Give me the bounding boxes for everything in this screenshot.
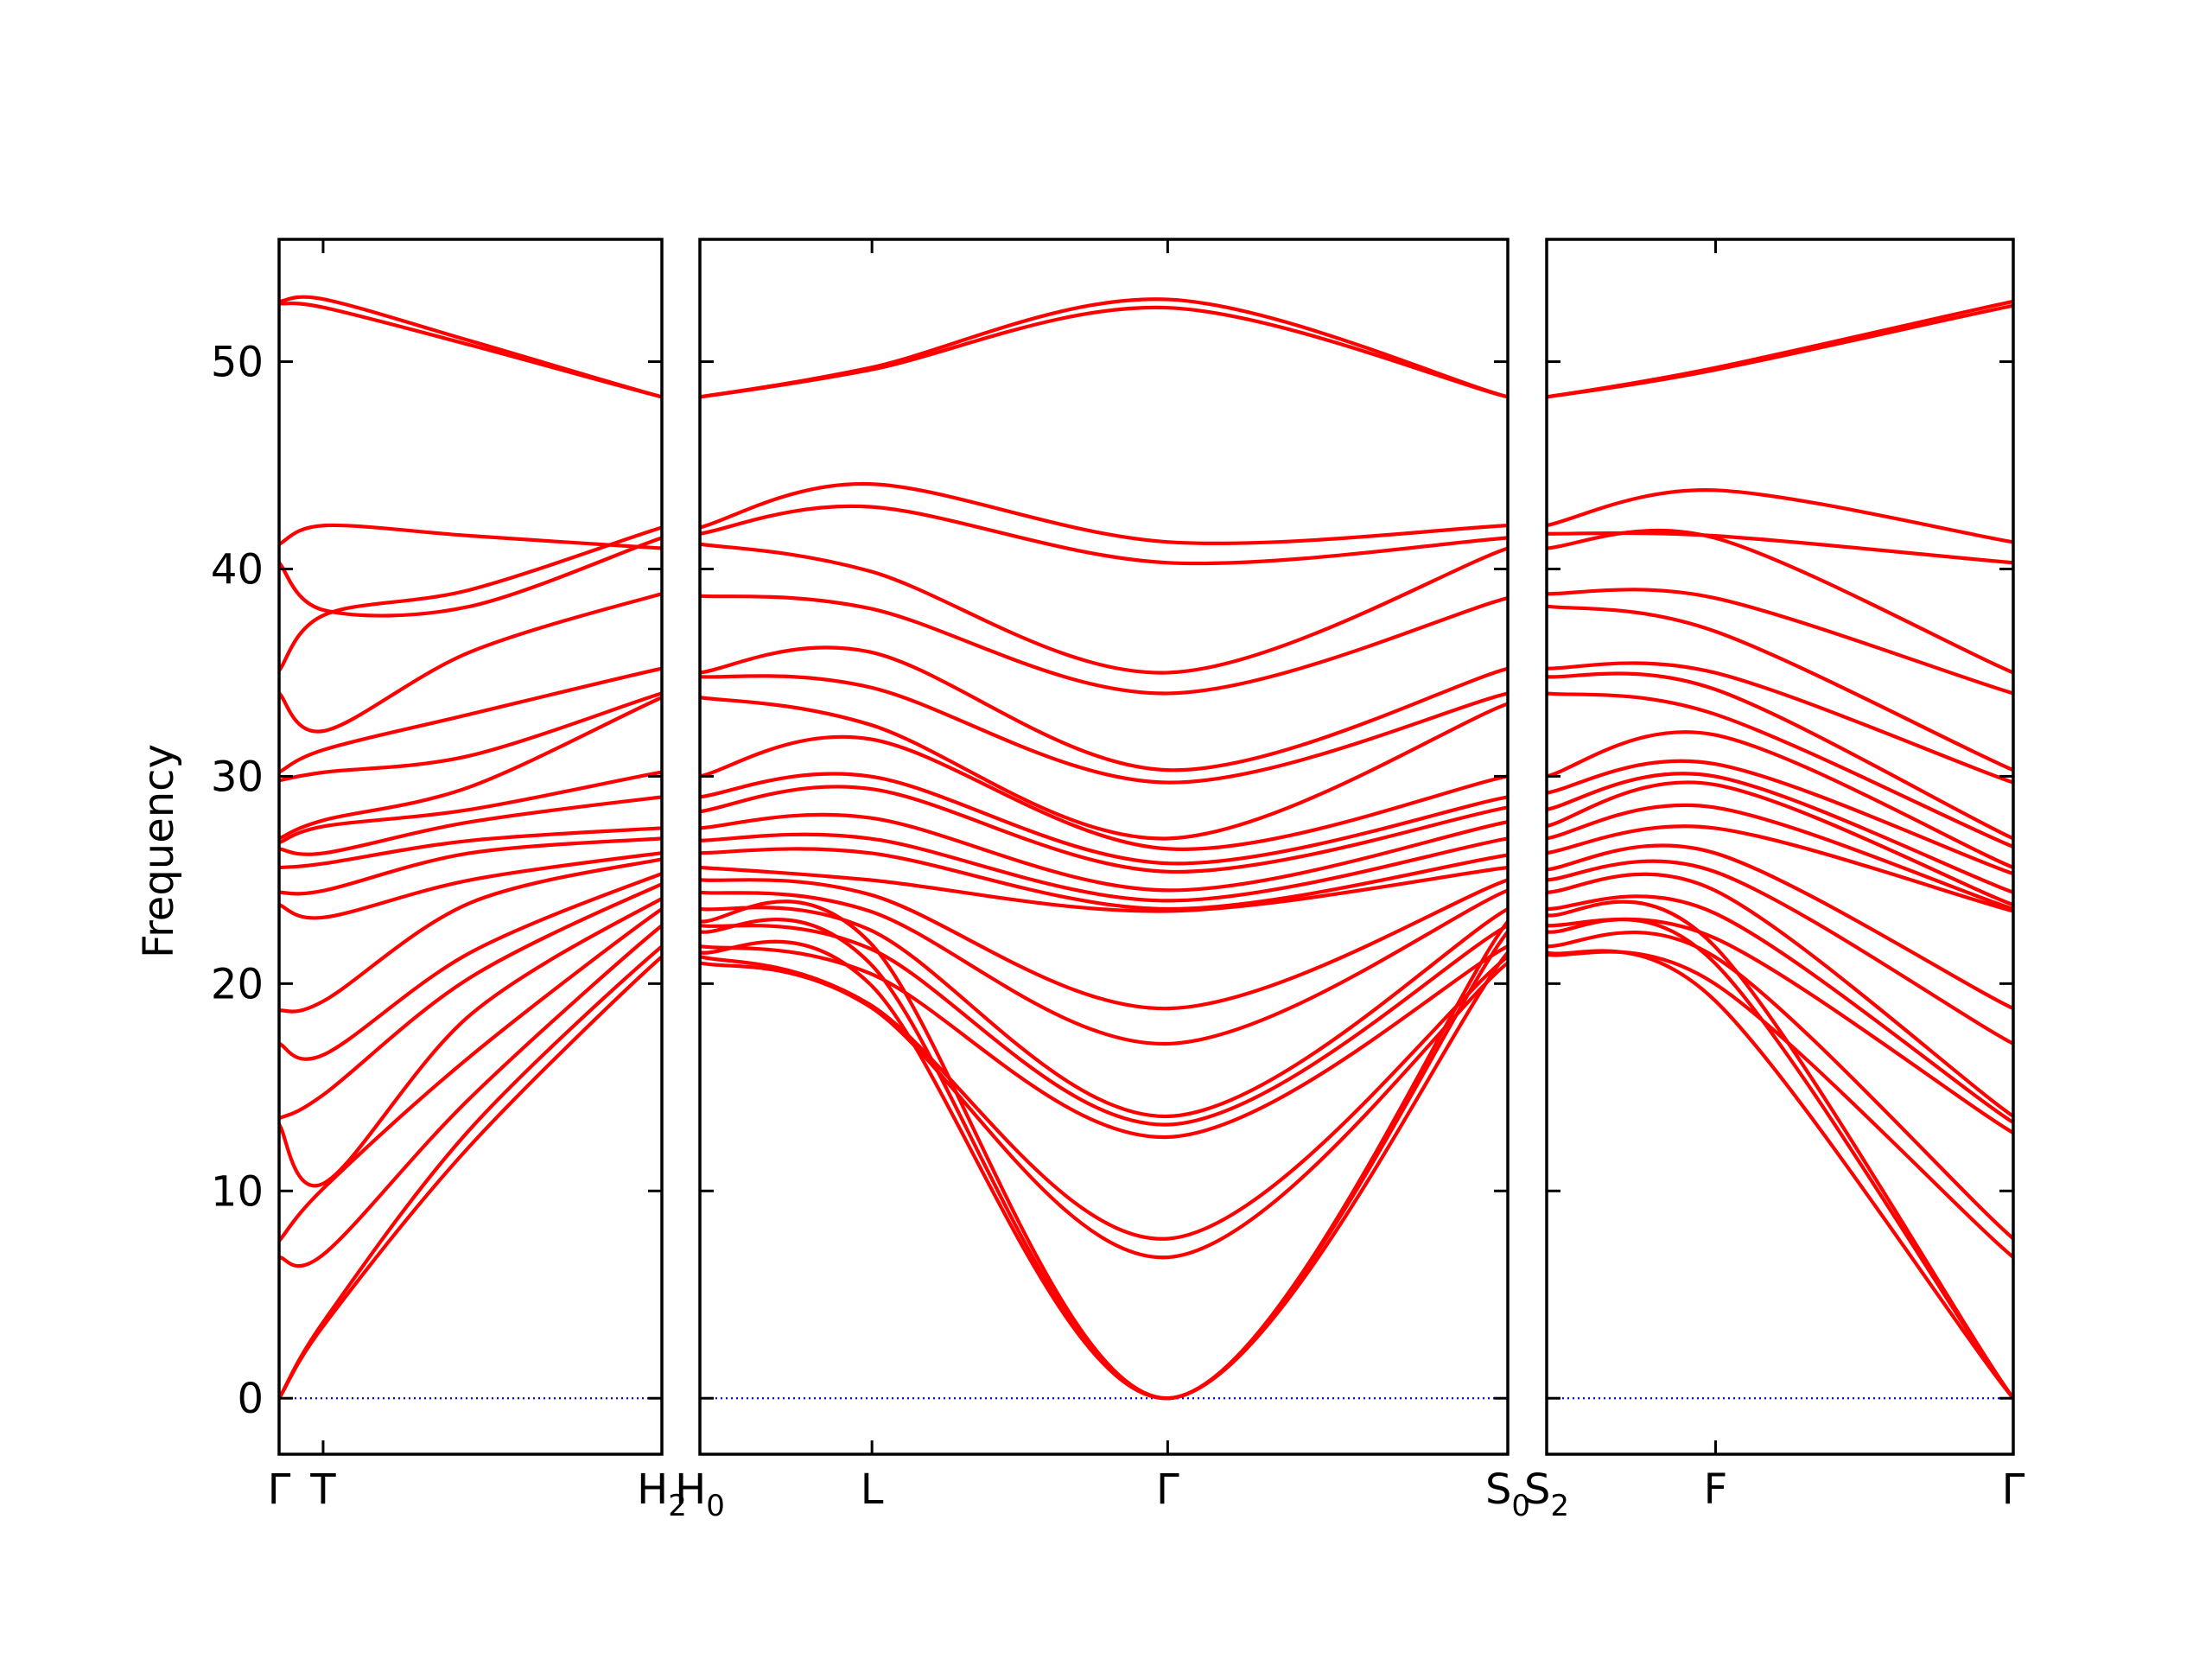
- band-line-8: [279, 691, 662, 783]
- band-line-16: [279, 872, 662, 1061]
- x-tick-label: Γ: [1156, 1465, 1179, 1514]
- band-line-14: [1547, 780, 2013, 907]
- band-line-13: [279, 836, 662, 896]
- band-line-24: [1547, 949, 2013, 1401]
- y-tick-label: 30: [211, 753, 264, 801]
- band-line-11: [700, 772, 1508, 866]
- band-line-12: [1547, 759, 2013, 876]
- panel-frame: [277, 238, 664, 1456]
- band-line-9: [279, 696, 662, 841]
- x-tick-label: F: [1704, 1465, 1728, 1514]
- band-line-26: [1547, 899, 2013, 1401]
- panel-3: S2 F Γ: [1524, 238, 2025, 1523]
- band-line-5: [279, 525, 662, 673]
- band-line-2: [279, 301, 662, 399]
- band-line-8: [700, 674, 1508, 785]
- y-tick-label: 40: [211, 545, 264, 594]
- band-line-11: [1547, 730, 2013, 870]
- band-line-4: [279, 536, 662, 618]
- band-line-11: [279, 795, 662, 856]
- band-line-6: [700, 594, 1508, 696]
- band-line-20: [279, 924, 662, 1268]
- band-line-18: [1547, 859, 2013, 1046]
- band-line-18: [700, 888, 1508, 1046]
- band-line-3: [1547, 488, 2013, 544]
- band-line-7: [1547, 604, 2013, 772]
- band-line-3: [279, 523, 662, 550]
- band-line-10: [1547, 691, 2013, 849]
- panel-2: H0 L Γ S0: [675, 238, 1530, 1523]
- y-tick-label: 20: [211, 960, 264, 1008]
- band-line-19: [1547, 872, 2013, 1119]
- band-line-14: [279, 851, 662, 920]
- band-line-24: [700, 939, 1508, 1401]
- band-line-25: [700, 918, 1508, 1401]
- bands-group: [1547, 299, 2013, 1401]
- band-line-7: [279, 666, 662, 774]
- band-line-7: [700, 645, 1508, 772]
- x-tick-label: L: [861, 1465, 884, 1514]
- panel-frame: [1545, 238, 2015, 1456]
- band-line-17: [1547, 843, 2013, 1011]
- bands-group: [700, 297, 1508, 1401]
- band-line-3: [700, 482, 1508, 545]
- x-tick-label: S0: [1485, 1465, 1530, 1523]
- band-line-9: [1547, 671, 2013, 841]
- band-line-22: [279, 955, 662, 1401]
- band-line-8: [1547, 661, 2013, 785]
- band-line-20: [1547, 894, 2013, 1125]
- band-line-15: [1547, 803, 2013, 912]
- band-line-2: [1547, 303, 2013, 399]
- panel-frame: [698, 238, 1510, 1456]
- band-line-10: [279, 770, 662, 845]
- x-tick-label: Γ: [268, 1465, 291, 1514]
- band-line-4: [1547, 531, 2013, 565]
- band-line-21: [1547, 917, 2013, 1135]
- band-line-6: [1547, 588, 2013, 696]
- band-line-17: [279, 882, 662, 1121]
- band-line-22: [1547, 931, 2013, 1241]
- band-line-14: [700, 832, 1508, 903]
- band-line-5: [700, 542, 1508, 675]
- x-tick-label: T: [309, 1465, 336, 1514]
- band-line-18: [279, 896, 662, 1188]
- y-axis-label: Frequency: [135, 744, 183, 958]
- band-line-15: [279, 857, 662, 1014]
- band-line-5: [1547, 528, 2013, 675]
- band-line-16: [700, 865, 1508, 913]
- band-line-9: [700, 696, 1508, 841]
- band-line-2: [700, 305, 1508, 399]
- band-line-26: [700, 899, 1508, 1401]
- band-line-10: [700, 734, 1508, 851]
- y-tick-label: 50: [211, 339, 264, 387]
- bands-group: [279, 295, 662, 1401]
- band-line-13: [1547, 772, 2013, 894]
- x-tick-label: Γ: [2002, 1465, 2025, 1514]
- band-line-19: [279, 906, 662, 1243]
- band-line-19: [700, 906, 1508, 1119]
- panel-1: 0 10 20 30 40 50 Γ T H2: [211, 238, 687, 1523]
- y-tick-label: 10: [211, 1167, 264, 1216]
- band-line-17: [700, 878, 1508, 1011]
- band-line-15: [700, 847, 1508, 912]
- band-line-20: [700, 924, 1508, 1127]
- y-tick-label: 0: [237, 1375, 264, 1423]
- band-line-16: [1547, 824, 2013, 913]
- band-line-4: [700, 504, 1508, 566]
- band-line-23: [700, 961, 1508, 1260]
- band-line-21: [700, 944, 1508, 1140]
- band-line-12: [279, 826, 662, 870]
- band-line-6: [279, 592, 662, 734]
- band-line-13: [700, 812, 1508, 893]
- band-line-12: [700, 785, 1508, 874]
- band-line-25: [1547, 918, 2013, 1401]
- x-tick-label: H2: [637, 1465, 687, 1523]
- band-line-22: [700, 955, 1508, 1241]
